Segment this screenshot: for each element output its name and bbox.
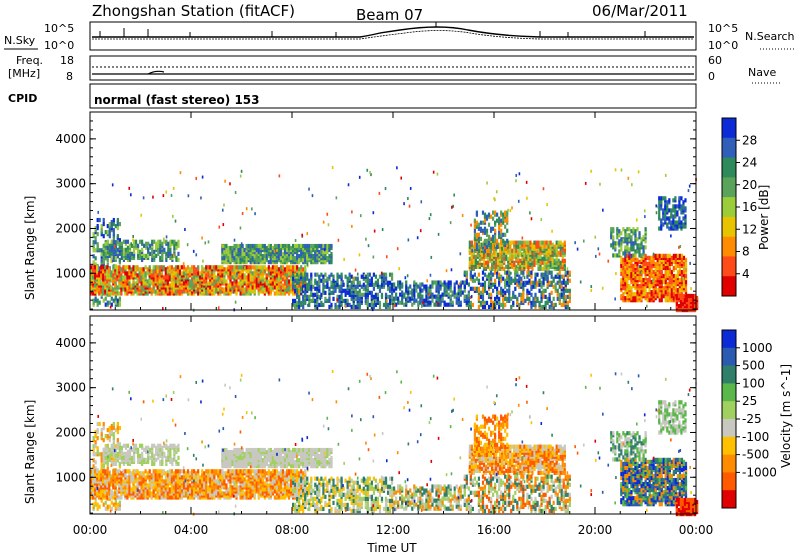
colorbar-tick: 20 (742, 178, 757, 192)
beam-label: Beam 07 (356, 6, 423, 24)
cpid-panel: CPID normal (fast stereo) 153 (8, 83, 697, 109)
noise-search-label: N.Search (745, 30, 795, 43)
x-tick-label: 04:00 (174, 523, 209, 537)
noise-sky-trace (92, 26, 694, 38)
power-panel: 1000 2000 3000 4000 Slant Range [km] 4 8 12 16… (23, 111, 771, 313)
velocity-y-axis: 1000 2000 3000 4000 (55, 315, 696, 514)
power-ylabel: Slant Range [km] (23, 196, 37, 300)
colorbar-tick: 25 (742, 394, 757, 408)
power-y-axis: 1000 2000 3000 4000 (55, 111, 696, 310)
colorbar-tick: 500 (742, 359, 765, 373)
colorbar-tick: 24 (742, 156, 757, 170)
y-tick-label: 1000 (55, 266, 86, 280)
x-tick-label: 16:00 (477, 523, 512, 537)
colorbar-tick: -100 (742, 430, 769, 444)
power-data-cells (90, 166, 699, 313)
freq-left-top: 18 (60, 54, 74, 67)
colorbar-tick: 100 (742, 376, 765, 390)
date-label: 06/Mar/2011 (592, 2, 688, 20)
noise-left-top: 10^5 (44, 22, 74, 35)
y-tick-label: 4000 (55, 336, 86, 350)
power-colorbar: 4 8 12 16 20 24 28 (721, 117, 757, 297)
colorbar-tick: -25 (742, 412, 762, 426)
x-tick-label: 00:00 (73, 523, 108, 537)
freq-left-bottom: 8 (66, 70, 73, 83)
x-tick-label: 12:00 (376, 523, 411, 537)
colorbar-tick: 16 (742, 200, 757, 214)
noise-panel: N.Sky 10^5 10^0 10^5 10^0 N.Search (4, 21, 795, 52)
y-tick-label: 3000 (55, 177, 86, 191)
velocity-cbar-label: Velocity [m s^-1] (779, 364, 793, 468)
velocity-colorbar: 1000 500 100 25 -25 -100 -500 -1000 (721, 329, 777, 509)
cpid-label: CPID (8, 92, 37, 105)
colorbar-tick: 12 (742, 222, 757, 236)
noise-right-top: 10^5 (708, 22, 738, 35)
x-tick-label: 20:00 (578, 523, 613, 537)
nave-label: Nave (748, 66, 776, 79)
station-title: Zhongshan Station (fitACF) (92, 2, 295, 20)
velocity-data-cells (90, 370, 699, 517)
noise-spikes (99, 22, 646, 37)
frequency-panel: Freq. [MHz] 18 8 60 0 Nave (8, 54, 780, 84)
noise-left-bottom: 10^0 (44, 39, 74, 52)
colorbar-tick: -500 (742, 448, 769, 462)
colorbar-tick: 28 (742, 133, 757, 147)
freq-right-bottom: 0 (708, 70, 715, 83)
y-tick-label: 1000 (55, 470, 86, 484)
noise-search-trace (92, 30, 694, 40)
y-tick-label: 2000 (55, 425, 86, 439)
y-tick-label: 2000 (55, 221, 86, 235)
colorbar-tick: -1000 (742, 465, 777, 479)
cpid-text: normal (fast stereo) 153 (94, 93, 260, 107)
x-tick-label: 00:00 (679, 523, 714, 537)
freq-right-top: 60 (708, 54, 722, 67)
colorbar-tick: 8 (742, 245, 750, 259)
time-axis: 00:00 04:00 08:00 12:00 16:00 20:00 00:00 (73, 112, 714, 537)
noise-right-bottom: 10^0 (708, 39, 738, 52)
noise-sky-label: N.Sky (4, 34, 36, 47)
power-cbar-label: Power [dB] (757, 185, 771, 250)
x-axis-label: Time UT (366, 541, 417, 554)
y-tick-label: 3000 (55, 381, 86, 395)
freq-unit-label: [MHz] (8, 67, 40, 80)
velocity-ylabel: Slant Range [km] (23, 400, 37, 504)
freq-label: Freq. (16, 54, 43, 67)
colorbar-tick: 4 (742, 267, 750, 281)
colorbar-tick: 1000 (742, 341, 773, 355)
velocity-panel: 1000 2000 3000 4000 Slant Range [km] 1000 50… (23, 315, 793, 517)
x-tick-label: 08:00 (275, 523, 310, 537)
y-tick-label: 4000 (55, 132, 86, 146)
